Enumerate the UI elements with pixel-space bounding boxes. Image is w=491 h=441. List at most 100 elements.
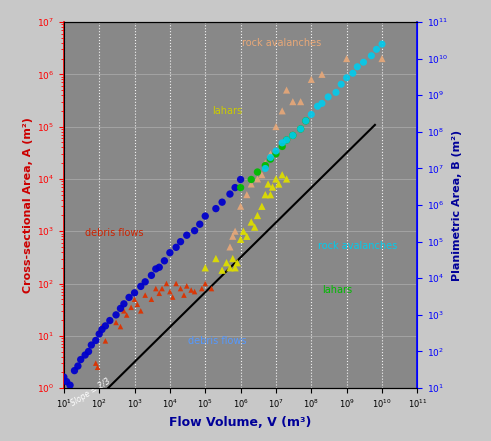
Point <box>349 70 357 77</box>
Point <box>237 236 245 243</box>
Point <box>81 351 89 359</box>
Point <box>60 374 68 381</box>
Point <box>74 363 82 370</box>
Point <box>191 288 198 295</box>
Point <box>125 294 133 301</box>
Point <box>92 359 100 366</box>
Point <box>302 117 310 124</box>
Point <box>187 287 195 294</box>
Point <box>201 213 209 220</box>
Point <box>134 301 141 308</box>
Point <box>95 328 103 335</box>
Point <box>324 93 332 101</box>
Point <box>378 41 386 48</box>
Point <box>253 212 261 219</box>
Point <box>66 381 74 389</box>
Point <box>269 183 276 191</box>
Point <box>278 171 286 178</box>
Point <box>226 264 234 271</box>
Point <box>243 191 251 198</box>
Point <box>237 184 245 191</box>
Point <box>141 278 149 285</box>
Point <box>237 203 245 210</box>
Point <box>247 218 255 225</box>
Point <box>155 290 163 297</box>
Text: rock avalanches: rock avalanches <box>318 241 398 251</box>
Point <box>289 98 297 105</box>
Point <box>233 259 241 266</box>
Point <box>84 348 92 355</box>
Point <box>198 285 206 292</box>
Point <box>137 307 145 314</box>
Point <box>289 132 297 139</box>
Point <box>318 71 326 78</box>
Point <box>112 319 120 326</box>
Y-axis label: Cross-sectional Area, A (m²): Cross-sectional Area, A (m²) <box>23 117 33 293</box>
Point <box>172 280 180 287</box>
Point <box>261 160 269 167</box>
Point <box>275 180 283 187</box>
Text: debris flows: debris flows <box>85 228 143 239</box>
Text: rock avalanches: rock avalanches <box>243 37 322 48</box>
Point <box>161 257 168 264</box>
Point <box>120 307 128 314</box>
Point <box>131 289 138 296</box>
Point <box>318 100 326 107</box>
Point <box>231 228 239 235</box>
Text: lahars: lahars <box>212 105 243 116</box>
Point <box>120 300 128 307</box>
Point <box>112 311 120 318</box>
Point <box>183 232 191 239</box>
Point <box>127 304 135 311</box>
Point <box>155 264 163 271</box>
Point <box>98 326 106 333</box>
Point <box>95 330 103 337</box>
Point <box>253 176 261 183</box>
Point <box>116 323 124 330</box>
Point <box>226 243 234 250</box>
Point <box>297 98 304 105</box>
Point <box>359 59 367 66</box>
Point <box>71 367 79 374</box>
Point <box>272 123 280 130</box>
Text: lahars: lahars <box>322 285 352 295</box>
Point <box>343 74 351 81</box>
Point <box>177 285 185 292</box>
Point <box>172 244 180 251</box>
Point <box>267 154 274 161</box>
Point <box>218 198 226 206</box>
Point <box>272 176 280 183</box>
Point <box>229 233 237 240</box>
Point <box>106 317 114 324</box>
Point <box>201 280 209 287</box>
Point <box>272 147 280 154</box>
Point <box>169 294 177 301</box>
Point <box>302 117 310 124</box>
Point <box>196 220 204 228</box>
Point <box>314 103 322 110</box>
Point <box>177 238 185 245</box>
Point <box>367 52 375 59</box>
Point <box>253 168 261 176</box>
Point <box>261 165 269 172</box>
Point <box>332 89 340 96</box>
Point <box>208 285 216 292</box>
Point <box>354 63 361 70</box>
Point <box>226 191 234 198</box>
Point <box>237 176 245 183</box>
Point <box>247 180 255 187</box>
Point <box>63 378 71 385</box>
Point <box>240 228 247 235</box>
Point <box>258 171 266 178</box>
Point <box>158 285 166 292</box>
Point <box>212 255 220 262</box>
Point <box>278 143 286 150</box>
Point <box>251 224 259 231</box>
Point <box>264 180 272 187</box>
Text: debris flows: debris flows <box>188 336 246 346</box>
Point <box>98 323 106 330</box>
Point <box>222 259 230 266</box>
Point <box>131 296 138 303</box>
Point <box>289 132 297 139</box>
X-axis label: Flow Volume, V (m³): Flow Volume, V (m³) <box>169 416 312 429</box>
